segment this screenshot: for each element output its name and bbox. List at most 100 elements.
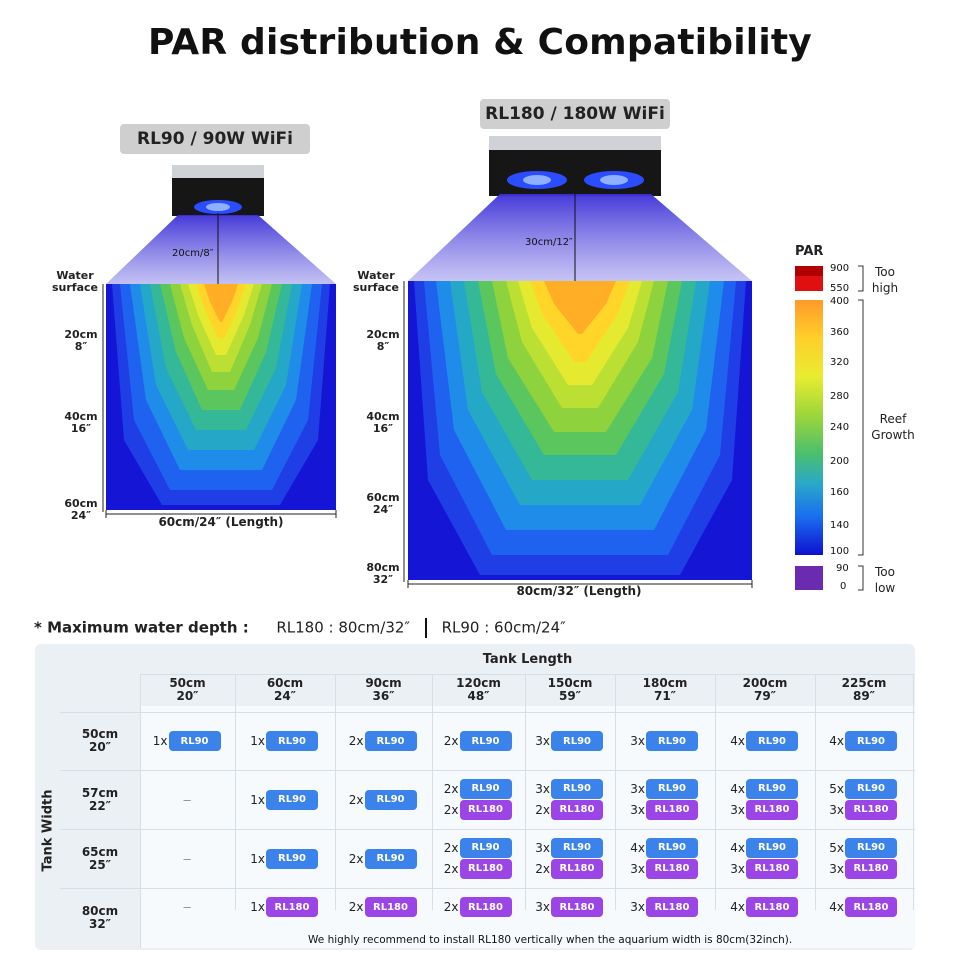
light-quantity: 3x [535, 734, 550, 748]
rl90-badge: RL90 [459, 778, 512, 799]
grid-hline [60, 888, 915, 889]
rl180-badge: RL180 [551, 799, 603, 820]
light-quantity: 2x [443, 802, 459, 817]
light-quantity: 3x [829, 802, 844, 817]
rl90-badge: RL90 [746, 731, 798, 751]
rl90-badge: RL90 [266, 789, 318, 810]
light-quantity: 3x [630, 734, 645, 748]
light-quantity: 2x [443, 900, 459, 914]
rl180-par-map [408, 281, 752, 580]
rl90-badge: RL90 [746, 837, 798, 858]
rl90-model-label: RL90 / 90W WiFi [120, 124, 310, 154]
light-recommendation: 3x RL180 [629, 799, 698, 820]
rl180-length-label: 80cm/32″ (Length) [516, 584, 642, 598]
table-footnote: We highly recommend to install RL180 ver… [308, 934, 793, 946]
light-recommendation: 3x RL90 [534, 837, 603, 858]
light-quantity: 5x [829, 781, 844, 796]
light-quantity: 2x [348, 851, 364, 866]
par-tick-0: 0 [840, 581, 847, 592]
light-recommendation: 3x RL90 [534, 778, 603, 799]
compatibility-table: Tank Length Tank Width 50cm 20″ 60cm 24″ 90c… [35, 644, 915, 950]
rl180-badge: RL180 [551, 897, 603, 917]
rl90-badge: RL90 [459, 731, 512, 751]
par-tick-240: 240 [830, 422, 850, 433]
rl180-badge: RL180 [845, 858, 897, 879]
light-recommendation: 3x RL180 [828, 799, 897, 820]
rl90-badge: RL90 [266, 731, 318, 751]
rl90-badge: RL90 [646, 731, 698, 751]
light-recommendation: 2x RL180 [443, 799, 512, 820]
light-quantity: 4x [829, 734, 844, 748]
light-quantity: 4x [730, 900, 745, 914]
par-scale-bar [795, 300, 823, 555]
light-quantity: 2x [535, 861, 550, 876]
light-quantity: 1x [152, 734, 168, 748]
column-header: 150cm 59″ [547, 676, 593, 703]
grid-vline [235, 674, 236, 910]
rl180-badge: RL180 [459, 897, 512, 917]
tank-length-header: Tank Length [482, 652, 573, 667]
rl90-light-beam [106, 215, 336, 284]
rl180-badge: RL180 [845, 799, 897, 820]
light-recommendation: 3x RL180 [629, 858, 698, 879]
rl180-beam-label: 30cm/12″ [525, 237, 573, 248]
max-depth-divider [424, 618, 427, 638]
max-depth-label: * Maximum water depth : [34, 618, 249, 637]
empty-cell: – [183, 899, 191, 914]
column-header: 50cm 20″ [169, 676, 206, 703]
light-recommendation: 1x RL180 [249, 897, 318, 917]
row-header: 57cm 22″ [81, 785, 119, 813]
column-header: 225cm 89″ [841, 676, 887, 703]
light-quantity: 1x [250, 792, 265, 807]
light-quantity: 2x [443, 840, 459, 855]
rl90-badge: RL90 [364, 789, 417, 810]
rl90-surface-label: Water surface [52, 269, 98, 294]
light-recommendation: 4x RL180 [828, 897, 897, 917]
light-quantity: 2x [443, 734, 459, 748]
column-header: 60cm 24″ [266, 676, 304, 703]
par-too-low-label: Too low [874, 565, 896, 595]
light-quantity: 4x [730, 840, 745, 855]
par-too-low-swatch [795, 566, 823, 590]
light-quantity: 4x [829, 900, 844, 914]
rl90-length-label: 60cm/24″ (Length) [158, 515, 284, 529]
light-recommendation: 2x RL90 [443, 731, 512, 751]
grid-hline [60, 770, 915, 771]
rl180-badge: RL180 [459, 799, 512, 820]
light-recommendation: 4x RL90 [828, 731, 897, 751]
light-quantity: 1x [250, 900, 265, 914]
light-quantity: 2x [348, 792, 364, 807]
rl180-light-beam [408, 194, 752, 281]
light-quantity: 3x [630, 802, 645, 817]
page-title: PAR distribution & Compatibility [148, 22, 812, 63]
light-quantity: 5x [829, 840, 844, 855]
row-header: 65cm 25″ [81, 844, 119, 872]
max-depth-rl180: RL180 : 80cm/32″ [276, 618, 411, 637]
grid-hline [60, 829, 915, 830]
rl90-badge: RL90 [646, 837, 698, 858]
light-quantity: 4x [730, 734, 745, 748]
light-recommendation: 4x RL90 [729, 837, 798, 858]
rl180-depth-20: 20cm 8″ [366, 328, 400, 353]
light-recommendation: 1x RL90 [249, 848, 318, 869]
column-header: 120cm 48″ [456, 676, 501, 703]
light-quantity: 3x [730, 861, 745, 876]
par-too-high-label: Too high [871, 265, 899, 295]
par-tick-360: 360 [830, 327, 850, 338]
light-recommendation: 2x RL90 [348, 789, 417, 810]
rl90-badge: RL90 [551, 778, 603, 799]
light-recommendation: 2x RL90 [348, 731, 417, 751]
rl180-badge: RL180 [845, 897, 897, 917]
rl90-badge: RL90 [845, 778, 897, 799]
grid-vline [335, 674, 336, 910]
rl180-badge: RL180 [364, 897, 417, 917]
column-header: 200cm 79″ [742, 676, 788, 703]
light-recommendation: 2x RL180 [348, 897, 417, 917]
par-tick-160: 160 [830, 487, 850, 498]
rl90-badge: RL90 [364, 731, 417, 751]
light-recommendation: 2x RL90 [348, 848, 417, 869]
rl90-par-map [106, 284, 336, 510]
rl90-badge: RL90 [266, 848, 318, 869]
par-tick-280: 280 [830, 391, 850, 402]
grid-vline [525, 674, 526, 910]
